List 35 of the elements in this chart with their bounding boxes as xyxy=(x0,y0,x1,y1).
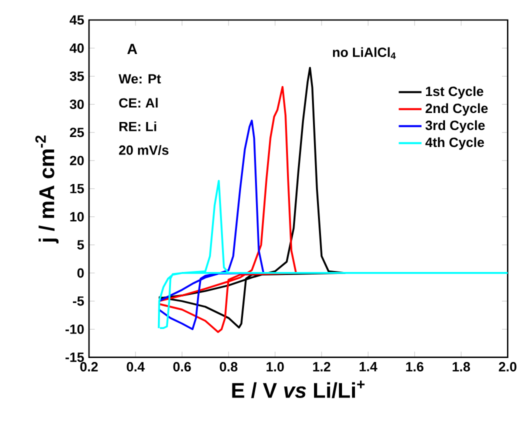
x-tick-label: 0.6 xyxy=(173,362,191,372)
annotation: RE: Li xyxy=(119,121,156,131)
y-tick-label: -10 xyxy=(66,324,84,334)
y-tick-label: 15 xyxy=(70,184,84,194)
x-tick-label: 1.0 xyxy=(266,362,284,372)
x-tick-label: 1.2 xyxy=(313,362,330,372)
x-axis-title: E / V vs Li/Li$^{+}$ xyxy=(232,380,365,398)
annotation: 20 mV/s xyxy=(119,144,168,155)
y-tick-label: 0 xyxy=(77,268,84,278)
y-tick-label: -5 xyxy=(72,296,84,306)
x-tick-label: 1.8 xyxy=(452,362,470,372)
y-tick-label: 30 xyxy=(70,99,84,109)
annotation: A xyxy=(127,44,138,54)
y-tick-label: 20 xyxy=(70,156,84,166)
y-axis-title: j / mA cm$^{-2}$ xyxy=(35,135,59,244)
annotation: CE: Al xyxy=(119,98,158,108)
x-tick-label: 2.0 xyxy=(498,362,516,372)
x-tick-label: 0.8 xyxy=(220,362,238,372)
y-tick-label: 45 xyxy=(70,15,84,24)
x-tick-label: 0.2 xyxy=(80,362,98,372)
annotation: no LiAlCl$_{4}$ xyxy=(332,47,396,59)
legend-label: 4th Cycle xyxy=(425,137,484,150)
y-tick-label: 5 xyxy=(77,240,84,250)
y-tick-label: 25 xyxy=(70,128,84,138)
legend-label: 3rd Cycle xyxy=(426,120,485,133)
y-tick-label: 10 xyxy=(70,212,84,222)
legend-label: 2nd Cycle xyxy=(426,103,488,116)
x-tick-label: 0.4 xyxy=(126,362,145,372)
x-tick-label: 1.4 xyxy=(360,362,378,372)
y-tick-label: 35 xyxy=(70,71,84,81)
y-tick-label: 40 xyxy=(70,43,84,53)
x-tick-label: 1.6 xyxy=(406,362,424,372)
y-tick-label: -15 xyxy=(66,352,84,362)
annotation: We: Pt xyxy=(118,74,161,84)
legend-label: 1st Cycle xyxy=(426,86,484,99)
